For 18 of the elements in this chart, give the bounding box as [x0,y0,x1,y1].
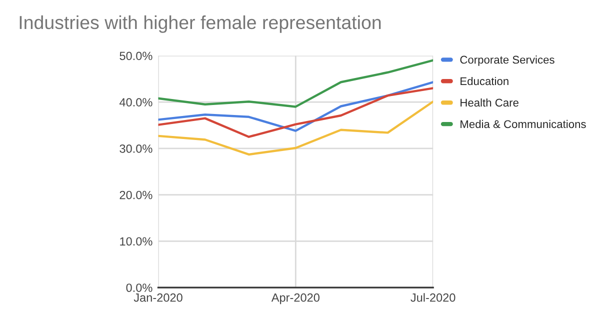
y-tick-label: 50.0% [120,52,152,60]
y-tick-label: 40.0% [119,98,152,106]
line-series [158,87,434,138]
x-tick-label: Apr-2020 [271,293,320,304]
chart-title: Industries with higher female representation [20,15,381,33]
legend-label: Health Care [460,98,518,107]
legend-label: Education [460,76,508,86]
line-series [158,59,434,108]
y-tick-label: 30.0% [120,144,152,153]
y-tick-label: 0.0% [126,284,152,292]
y-tick-label: 10.0% [120,237,152,246]
x-tick-label: Jul-2020 [410,293,456,302]
y-tick-label: 20.0% [120,190,152,200]
legend-label: Media & Communications [460,120,586,128]
line-series [158,81,434,132]
x-tick-label: Jan-2020 [134,293,182,302]
line-series [158,100,434,156]
legend-label: Corporate Services [460,56,554,66]
